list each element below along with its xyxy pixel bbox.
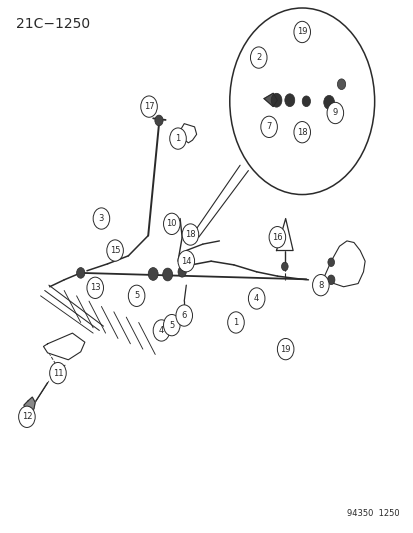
Circle shape — [178, 251, 194, 272]
Circle shape — [229, 8, 374, 195]
Circle shape — [162, 268, 172, 281]
Text: 2: 2 — [256, 53, 261, 62]
Circle shape — [293, 122, 310, 143]
Circle shape — [76, 268, 85, 278]
Text: 18: 18 — [185, 230, 195, 239]
Text: 5: 5 — [169, 321, 174, 329]
Circle shape — [326, 102, 343, 124]
Text: 15: 15 — [109, 246, 120, 255]
Circle shape — [248, 288, 264, 309]
Circle shape — [268, 227, 285, 248]
Circle shape — [50, 362, 66, 384]
Text: 11: 11 — [52, 369, 63, 377]
Circle shape — [327, 275, 334, 285]
Circle shape — [260, 116, 277, 138]
Polygon shape — [24, 397, 35, 413]
Circle shape — [153, 320, 169, 341]
Circle shape — [178, 266, 186, 277]
Text: 3: 3 — [99, 214, 104, 223]
Text: 18: 18 — [296, 128, 307, 136]
Text: 19: 19 — [296, 28, 307, 36]
Circle shape — [284, 94, 294, 107]
Circle shape — [140, 96, 157, 117]
Circle shape — [281, 262, 287, 271]
Circle shape — [327, 258, 334, 266]
Circle shape — [182, 224, 198, 245]
Circle shape — [163, 314, 180, 336]
Text: 21C−1250: 21C−1250 — [16, 17, 90, 31]
Text: 17: 17 — [143, 102, 154, 111]
Circle shape — [128, 285, 145, 306]
Circle shape — [250, 47, 266, 68]
Polygon shape — [263, 93, 277, 107]
Text: 9: 9 — [332, 109, 337, 117]
Circle shape — [169, 128, 186, 149]
Text: 6: 6 — [181, 311, 186, 320]
Circle shape — [301, 96, 310, 107]
Polygon shape — [180, 124, 196, 143]
Text: 7: 7 — [266, 123, 271, 131]
Polygon shape — [322, 241, 364, 287]
Text: 8: 8 — [318, 281, 323, 289]
Circle shape — [93, 208, 109, 229]
Text: 4: 4 — [254, 294, 259, 303]
Text: 14: 14 — [180, 257, 191, 265]
Polygon shape — [276, 219, 292, 251]
Circle shape — [227, 312, 244, 333]
Text: 13: 13 — [90, 284, 100, 292]
Text: 10: 10 — [166, 220, 177, 228]
Circle shape — [176, 305, 192, 326]
Circle shape — [271, 93, 281, 107]
Text: 1: 1 — [175, 134, 180, 143]
Circle shape — [293, 21, 310, 43]
Circle shape — [87, 277, 103, 298]
Circle shape — [107, 240, 123, 261]
Text: 1: 1 — [233, 318, 238, 327]
Circle shape — [323, 95, 334, 109]
Circle shape — [312, 274, 328, 296]
Text: 16: 16 — [271, 233, 282, 241]
Circle shape — [277, 338, 293, 360]
Text: 5: 5 — [134, 292, 139, 300]
Circle shape — [337, 79, 345, 90]
Polygon shape — [43, 333, 85, 360]
Circle shape — [154, 115, 163, 126]
Circle shape — [148, 268, 158, 280]
Circle shape — [19, 406, 35, 427]
Text: 94350  1250: 94350 1250 — [346, 509, 399, 518]
Text: 12: 12 — [21, 413, 32, 421]
Circle shape — [163, 213, 180, 235]
Text: 19: 19 — [280, 345, 290, 353]
Text: 4: 4 — [159, 326, 164, 335]
